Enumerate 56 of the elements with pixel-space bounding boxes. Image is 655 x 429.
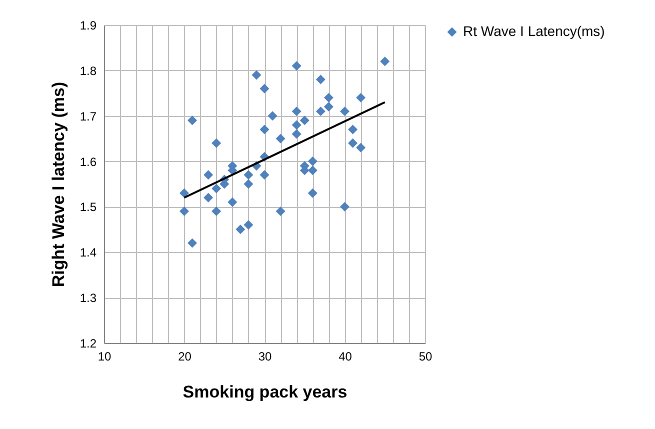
point	[324, 92, 334, 102]
point	[300, 116, 310, 126]
point	[228, 197, 238, 207]
point	[212, 138, 222, 148]
point	[268, 111, 278, 121]
x-tick-label: 50	[418, 350, 432, 364]
x-tick-label: 40	[338, 350, 352, 364]
point	[188, 238, 198, 248]
point	[212, 206, 222, 216]
x-axis-title: Smoking pack years	[182, 382, 348, 402]
point	[308, 188, 318, 198]
point	[276, 206, 286, 216]
y-tick-label: 1.2	[80, 336, 97, 350]
point	[308, 166, 318, 176]
point	[204, 192, 214, 202]
point	[180, 206, 189, 216]
point	[244, 170, 254, 180]
point	[236, 224, 246, 234]
point	[308, 156, 318, 166]
point	[204, 170, 214, 180]
y-tick-label: 1.4	[80, 246, 97, 260]
point	[340, 106, 350, 116]
y-tick-label: 1.9	[80, 18, 97, 32]
x-tick-label: 30	[258, 350, 272, 364]
point	[292, 61, 302, 71]
y-tick-label: 1.6	[80, 154, 97, 169]
point	[348, 138, 358, 148]
point	[292, 120, 302, 130]
point	[316, 106, 326, 116]
y-tick-label: 1.5	[80, 200, 97, 214]
x-tick-label: 10	[98, 350, 112, 364]
point	[380, 56, 390, 66]
point	[244, 220, 254, 230]
point	[356, 142, 366, 152]
point	[180, 188, 189, 198]
y-tick-label: 1.7	[80, 109, 97, 124]
point	[340, 202, 350, 212]
point	[356, 92, 366, 102]
y-tick-label: 1.8	[80, 64, 97, 78]
point	[244, 179, 254, 189]
y-axis-title: Right Wave I latency (ms)	[48, 82, 68, 288]
point	[188, 116, 198, 126]
point	[292, 106, 302, 116]
y-tick-label: 1.3	[80, 291, 97, 306]
legend-label: Rt Wave I Latency(ms)	[463, 23, 605, 39]
point	[260, 124, 270, 134]
point	[324, 102, 334, 112]
point	[292, 129, 302, 139]
point	[276, 134, 286, 144]
point	[212, 184, 222, 194]
point	[316, 74, 326, 84]
x-tick-label: 20	[178, 350, 192, 364]
point	[348, 124, 358, 134]
point	[260, 84, 270, 94]
point	[260, 170, 270, 180]
point	[252, 70, 262, 80]
